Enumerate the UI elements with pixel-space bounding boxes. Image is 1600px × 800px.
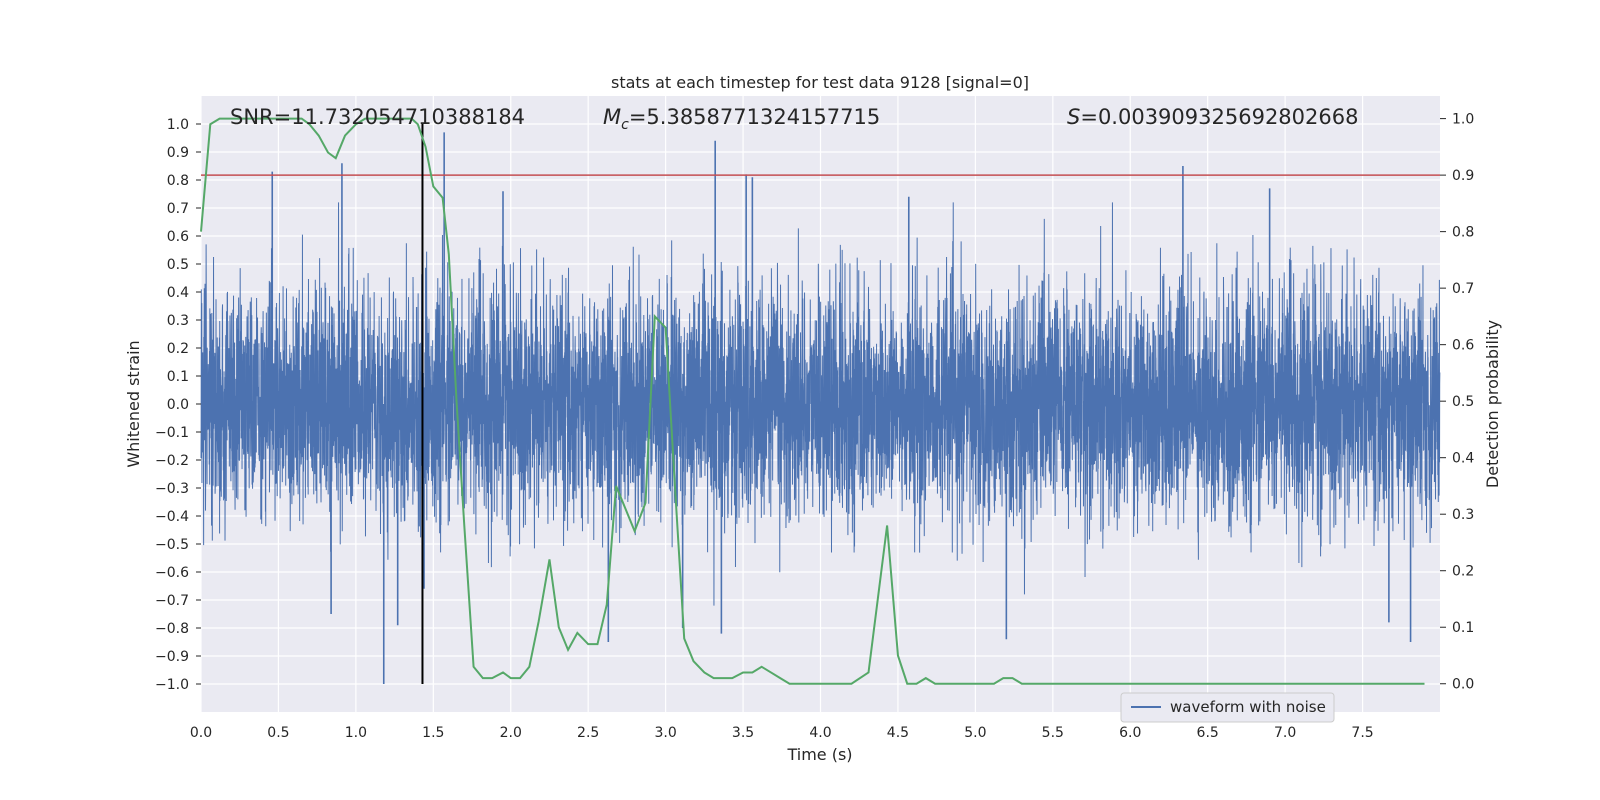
y-tick-label: 1.0: [167, 117, 189, 133]
y-tick-label: −0.2: [155, 453, 189, 469]
y2-tick-label: 0.9: [1452, 168, 1474, 184]
y-tick-label: −0.3: [155, 481, 189, 497]
y-tick-label: 0.1: [167, 369, 189, 385]
y-tick-label: 0.5: [167, 257, 189, 273]
y2-tick-label: 0.4: [1452, 451, 1474, 467]
x-tick-label: 4.5: [887, 725, 909, 741]
y-tick-label: −0.1: [155, 425, 189, 441]
y-tick-label: 0.9: [167, 145, 189, 161]
y2-tick-label: 0.3: [1452, 507, 1474, 523]
y2-tick-label: 0.2: [1452, 564, 1474, 580]
x-tick-label: 7.0: [1274, 725, 1296, 741]
y-tick-label: 0.6: [167, 229, 189, 245]
y2-tick-label: 0.8: [1452, 225, 1474, 241]
chart-title: stats at each timestep for test data 912…: [611, 73, 1029, 92]
chirp-mass-subscript: c: [621, 117, 629, 133]
x-axis-label: Time (s): [786, 745, 852, 764]
waveform-line: [200, 202, 1441, 606]
y-tick-label: 0.3: [167, 313, 189, 329]
x-tick-label: 7.5: [1351, 725, 1373, 741]
x-tick-label: 1.0: [345, 725, 367, 741]
legend-box: [1120, 692, 1335, 723]
y-tick-label: −0.9: [155, 649, 189, 665]
x-tick-label: 6.5: [1197, 725, 1219, 741]
overlay-lines: [200, 117, 1440, 685]
probability-line: [200, 117, 1425, 685]
y-tick-label: −0.5: [155, 537, 189, 553]
y-tick-label: −0.4: [155, 509, 189, 525]
y-tick-label: −1.0: [155, 677, 189, 693]
y2-axis-label: Detection probability: [1483, 320, 1502, 488]
y-tick-label: 0.4: [167, 285, 189, 301]
x-axis-ticks: 0.0 0.5 1.0 1.5 2.0 2.5 3.0 3.5 4.0 4.5 5.0 5.5 6.0 6…: [190, 725, 1374, 741]
x-tick-label: 2.0: [500, 725, 522, 741]
score-annotation: S=0.003909325692802668: [1067, 105, 1358, 129]
legend: waveform with noise: [1120, 692, 1335, 723]
snr-annotation: SNR=11.732054710388184: [230, 105, 525, 129]
y-tick-label: −0.7: [155, 593, 189, 609]
y2-tick-label: 0.1: [1452, 620, 1474, 636]
y-tick-label: 0.2: [167, 341, 189, 357]
waveform-series: [200, 132, 1441, 684]
x-tick-label: 3.5: [732, 725, 754, 741]
x-tick-label: 4.0: [809, 725, 831, 741]
x-tick-label: 1.5: [422, 725, 444, 741]
score-symbol: S: [1067, 105, 1080, 129]
y-tick-label: 0.0: [167, 397, 189, 413]
y-axis-ticks: 1.0 0.9 0.8 0.7 0.6 0.5 0.4 0.3 0.2 0.1 0.0 −0.1 −0.…: [155, 117, 201, 693]
x-tick-label: 2.5: [577, 725, 599, 741]
x-tick-label: 3.0: [654, 725, 676, 741]
y-tick-label: −0.8: [155, 621, 189, 637]
y-axis-label: Whitened strain: [124, 340, 143, 467]
x-tick-label: 5.5: [1042, 725, 1064, 741]
x-tick-label: 0.5: [267, 725, 289, 741]
y2-tick-label: 1.0: [1452, 112, 1474, 128]
y-tick-label: 0.7: [167, 201, 189, 217]
y2-tick-label: 0.6: [1452, 338, 1474, 354]
chirp-mass-value: =5.3858771324157715: [629, 105, 880, 129]
y2-tick-label: 0.7: [1452, 281, 1474, 297]
chirp-mass-annotation: Mc=5.3858771324157715: [603, 105, 880, 133]
x-tick-label: 5.0: [964, 725, 986, 741]
x-tick-label: 0.0: [190, 725, 212, 741]
x-tick-label: 6.0: [1119, 725, 1141, 741]
legend-label: waveform with noise: [1170, 698, 1326, 716]
score-value: =0.003909325692802668: [1080, 105, 1358, 129]
y-tick-label: −0.6: [155, 565, 189, 581]
y2-tick-label: 0.0: [1452, 677, 1474, 693]
chirp-mass-symbol: M: [603, 105, 621, 129]
y2-axis-ticks: 1.0 0.9 0.8 0.7 0.6 0.5 0.4 0.3 0.2 0.1 0.0: [1440, 112, 1474, 693]
y-tick-label: 0.8: [167, 173, 189, 189]
y2-tick-label: 0.5: [1452, 394, 1474, 410]
